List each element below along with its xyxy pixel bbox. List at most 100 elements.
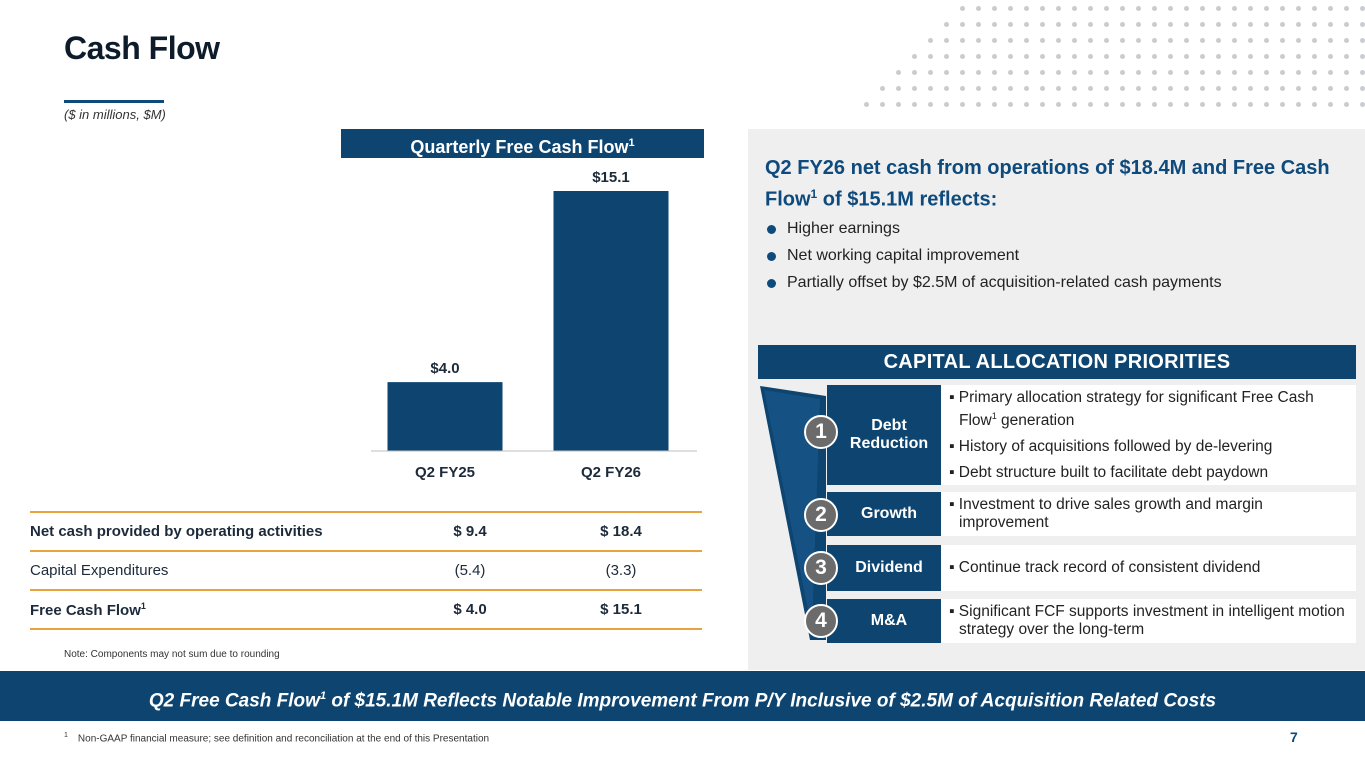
decorative-dot <box>896 70 901 75</box>
desc-line: ▪ History of acquisitions followed by de… <box>949 438 1273 456</box>
table-row: Capital Expenditures (5.4) (3.3) <box>30 551 702 591</box>
decorative-dot <box>1168 6 1173 11</box>
decorative-dot <box>1280 70 1285 75</box>
decorative-dot <box>1136 102 1141 107</box>
decorative-dot <box>1184 6 1189 11</box>
decorative-dot <box>1360 70 1365 75</box>
decorative-dot <box>1200 54 1205 59</box>
decorative-dot <box>1360 22 1365 27</box>
decorative-dot <box>1360 54 1365 59</box>
decorative-dot <box>1248 22 1253 27</box>
decorative-dot <box>1344 54 1349 59</box>
priority-number-badge: 1 <box>804 415 838 449</box>
decorative-dot <box>1312 86 1317 91</box>
decorative-dot <box>1280 54 1285 59</box>
decorative-dot <box>880 86 885 91</box>
decorative-dot <box>960 6 965 11</box>
decorative-dot <box>992 70 997 75</box>
decorative-dot-pattern <box>860 0 1365 112</box>
value-q2-fy25: $ 9.4 <box>400 511 540 552</box>
decorative-dot <box>1360 102 1365 107</box>
decorative-dot <box>1120 70 1125 75</box>
decorative-dot <box>960 22 965 27</box>
priority-label: Growth <box>827 492 941 536</box>
decorative-dot <box>1168 102 1173 107</box>
decorative-dot <box>944 70 949 75</box>
decorative-dot <box>1040 102 1045 107</box>
decorative-dot <box>992 38 997 43</box>
chart-header-text: Quarterly Free Cash Flow <box>410 137 629 157</box>
summary-title: Q2 FY26 net cash from operations of $18.… <box>765 155 1355 213</box>
decorative-dot <box>1152 38 1157 43</box>
bullet-text: Higher earnings <box>787 220 900 237</box>
decorative-dot <box>1248 6 1253 11</box>
decorative-dot <box>1152 6 1157 11</box>
decorative-dot <box>1056 54 1061 59</box>
free-cash-flow-bar-chart: $4.0 Q2 FY25 $15.1 Q2 FY26 <box>371 169 697 481</box>
decorative-dot <box>1296 70 1301 75</box>
decorative-dot <box>1168 54 1173 59</box>
priority-description: ▪ Investment to drive sales growth and m… <box>949 496 1346 532</box>
decorative-dot <box>1328 102 1333 107</box>
value-q2-fy25: (5.4) <box>400 551 540 591</box>
decorative-dot <box>1184 70 1189 75</box>
footnote-text: Non-GAAP financial measure; see definiti… <box>77 733 490 745</box>
decorative-dot <box>928 54 933 59</box>
bullet-text: Partially offset by $2.5M of acquisition… <box>787 274 1222 291</box>
decorative-dot <box>944 102 949 107</box>
footnote-marker: 1 <box>991 411 997 421</box>
page-number: 7 <box>1290 729 1298 745</box>
priority-row-m-and-a: M&A ▪ Significant FCF supports investmen… <box>827 599 1356 643</box>
decorative-dot <box>1136 86 1141 91</box>
decorative-dot <box>944 54 949 59</box>
decorative-dot <box>944 22 949 27</box>
priority-label: Dividend <box>827 545 941 591</box>
decorative-dot <box>1184 102 1189 107</box>
footnote-marker: 1 <box>810 187 818 201</box>
decorative-dot <box>1200 38 1205 43</box>
row-label-text: Free Cash Flow <box>30 601 141 619</box>
decorative-dot <box>1312 70 1317 75</box>
decorative-dot <box>1008 22 1013 27</box>
decorative-dot <box>928 70 933 75</box>
decorative-dot <box>976 38 981 43</box>
decorative-dot <box>1152 22 1157 27</box>
decorative-dot <box>1120 38 1125 43</box>
decorative-dot <box>1088 86 1093 91</box>
decorative-dot <box>1088 38 1093 43</box>
capital-allocation-header: CAPITAL ALLOCATION PRIORITIES <box>758 345 1356 379</box>
decorative-dot <box>1104 70 1109 75</box>
decorative-dot <box>1216 6 1221 11</box>
decorative-dot <box>1264 54 1269 59</box>
chart-bar <box>553 191 669 451</box>
decorative-dot <box>1152 86 1157 91</box>
priority-row-debt-reduction: Debt Reduction ▪ Primary allocation stra… <box>827 385 1356 485</box>
decorative-dot <box>1344 102 1349 107</box>
decorative-dot <box>1072 86 1077 91</box>
decorative-dot <box>1072 22 1077 27</box>
takeaway-banner: Q2 Free Cash Flow1 of $15.1M Reflects No… <box>0 671 1365 721</box>
decorative-dot <box>1024 102 1029 107</box>
decorative-dot <box>1328 38 1333 43</box>
footnote: 1 Non-GAAP financial measure; see definit… <box>64 732 489 744</box>
decorative-dot <box>976 54 981 59</box>
decorative-dot <box>1216 54 1221 59</box>
decorative-dot <box>1264 22 1269 27</box>
units-label: ($ in millions, $M) <box>64 107 166 122</box>
chart-header-footnote-marker: 1 <box>628 137 635 149</box>
decorative-dot <box>1232 54 1237 59</box>
decorative-dot <box>1056 38 1061 43</box>
bullet-dot-icon <box>767 279 776 288</box>
decorative-dot <box>992 102 997 107</box>
bullet-dot-icon <box>767 225 776 234</box>
decorative-dot <box>1024 6 1029 11</box>
decorative-dot <box>1248 70 1253 75</box>
decorative-dot <box>1040 86 1045 91</box>
decorative-dot <box>1168 86 1173 91</box>
decorative-dot <box>1024 54 1029 59</box>
decorative-dot <box>1216 86 1221 91</box>
bullet-dot-icon <box>767 252 776 261</box>
decorative-dot <box>912 54 917 59</box>
rounding-note: Note: Components may not sum due to roun… <box>64 649 280 660</box>
decorative-dot <box>1056 22 1061 27</box>
